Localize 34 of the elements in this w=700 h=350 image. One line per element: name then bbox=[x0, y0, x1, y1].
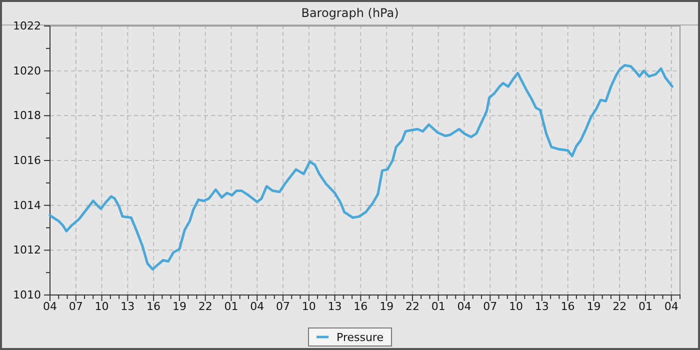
x-tick-label: 04 bbox=[250, 300, 264, 313]
x-tick-label: 10 bbox=[302, 300, 316, 313]
y-tick-label: 1012 bbox=[13, 244, 41, 257]
x-tick-label: 01 bbox=[431, 300, 446, 313]
x-tick-label: 16 bbox=[560, 300, 575, 313]
x-tick-label: 10 bbox=[94, 300, 109, 313]
x-tick-label: 10 bbox=[509, 300, 524, 313]
x-tick-label: 04 bbox=[457, 300, 472, 313]
y-tick-label: 1014 bbox=[13, 198, 41, 212]
y-tick-label: 1018 bbox=[13, 109, 41, 122]
x-tick-label: 16 bbox=[354, 300, 368, 313]
y-tick-label: 1022 bbox=[13, 20, 41, 33]
x-tick-label: 13 bbox=[120, 300, 135, 313]
x-tick-label: 22 bbox=[198, 300, 212, 313]
x-tick-label: 01 bbox=[638, 300, 652, 313]
x-tick-label: 07 bbox=[483, 300, 498, 313]
chart-title: Barograph (hPa) bbox=[301, 6, 399, 20]
x-tick-label: 16 bbox=[146, 300, 161, 313]
y-tick-label: 1010 bbox=[13, 288, 41, 302]
y-tick-label: 1020 bbox=[13, 64, 41, 78]
x-tick-label: 22 bbox=[612, 300, 627, 313]
x-tick-label: 19 bbox=[586, 300, 601, 313]
x-tick-label: 04 bbox=[43, 300, 57, 313]
x-tick-label: 19 bbox=[172, 300, 186, 313]
x-tick-label: 22 bbox=[405, 300, 420, 313]
x-tick-label: 04 bbox=[664, 300, 678, 313]
y-tick-label: 1016 bbox=[13, 154, 41, 168]
x-tick-label: 01 bbox=[224, 300, 238, 313]
x-tick-label: 19 bbox=[380, 300, 394, 313]
x-tick-label: 07 bbox=[276, 300, 290, 313]
x-tick-label: 13 bbox=[328, 300, 342, 313]
x-tick-label: 13 bbox=[534, 300, 549, 313]
legend-label: Pressure bbox=[336, 331, 384, 344]
x-tick-label: 07 bbox=[68, 300, 83, 313]
